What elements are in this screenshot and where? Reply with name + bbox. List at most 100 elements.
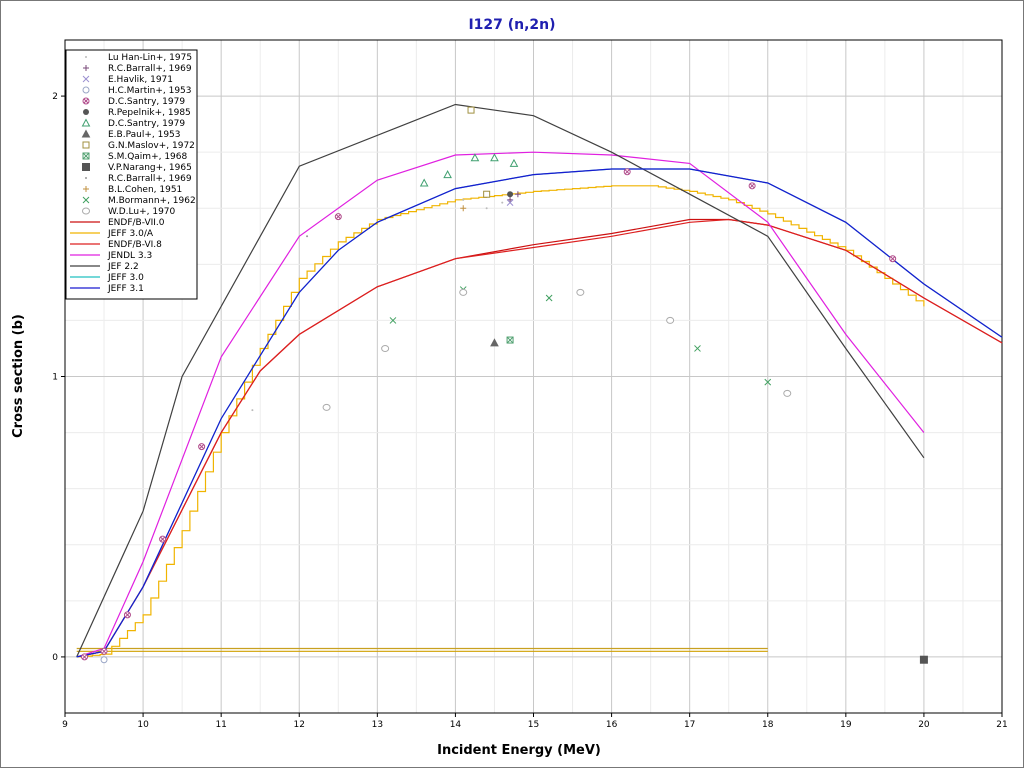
legend-marker xyxy=(82,152,90,160)
data-point xyxy=(545,294,553,302)
data-point xyxy=(764,378,772,386)
data-point xyxy=(123,611,131,619)
y-tick-label: 1 xyxy=(52,373,58,383)
legend-entry: R.Pepelnik+, 1985 xyxy=(108,108,191,118)
x-tick-label: 13 xyxy=(372,720,383,730)
legend-marker xyxy=(81,129,91,138)
data-point xyxy=(490,153,499,162)
legend-entry: S.M.Qaim+, 1968 xyxy=(108,152,188,162)
data-point xyxy=(460,205,467,212)
data-point xyxy=(306,235,309,238)
legend-entry: ENDF/B-VI.8 xyxy=(108,240,162,250)
legend-marker xyxy=(85,56,87,58)
data-point xyxy=(506,199,514,206)
legend-marker xyxy=(83,109,89,115)
x-tick-label: 21 xyxy=(996,720,1007,730)
data-point xyxy=(694,345,701,352)
data-point xyxy=(783,389,792,397)
data-point xyxy=(334,213,342,221)
legend-marker xyxy=(83,65,89,71)
grid-lines xyxy=(64,39,1003,714)
legend-entry: JEFF 3.0 xyxy=(107,273,144,283)
data-point xyxy=(748,182,756,190)
x-tick-label: 14 xyxy=(450,720,462,730)
legend-marker xyxy=(82,207,90,215)
data-point xyxy=(507,196,514,203)
x-tick-label: 11 xyxy=(215,720,226,730)
curve-jef-2-2 xyxy=(76,103,925,658)
evaluation-curves xyxy=(76,103,1003,658)
legend-entry: B.L.Cohen, 1951 xyxy=(108,185,182,195)
legend-marker xyxy=(82,196,90,204)
data-point xyxy=(514,191,521,198)
legend-entry: W.D.Lu+, 1970 xyxy=(108,207,176,217)
legend-entry: E.B.Paul+, 1953 xyxy=(108,130,181,140)
x-tick-label: 19 xyxy=(840,720,852,730)
data-point xyxy=(483,190,491,198)
legend-marker xyxy=(85,177,87,179)
data-point xyxy=(509,158,519,167)
legend-marker xyxy=(83,186,89,192)
data-point xyxy=(100,647,108,655)
data-point xyxy=(666,316,675,324)
data-point xyxy=(251,409,254,412)
legend-entry: G.N.Maslov+, 1972 xyxy=(108,141,195,151)
data-point xyxy=(443,170,452,179)
legend-entry: Lu Han-Lin+, 1975 xyxy=(108,53,192,63)
x-tick-label: 9 xyxy=(62,720,68,730)
curve-endf-b-vii-0 xyxy=(76,218,1003,658)
x-tick-label: 15 xyxy=(528,720,539,730)
chart-title: I127 (n,2n) xyxy=(468,17,555,33)
legend-entry: JEF 2.2 xyxy=(107,262,139,272)
curve-jeff-3-0-a xyxy=(76,185,925,658)
x-tick-label: 18 xyxy=(762,720,774,730)
x-tick-label: 17 xyxy=(684,720,695,730)
experimental-points xyxy=(81,106,928,664)
data-point xyxy=(459,288,468,296)
legend-marker xyxy=(82,163,90,171)
legend-entry: R.C.Barrall+, 1969 xyxy=(108,174,192,184)
legend-entry: JEFF 3.0/A xyxy=(107,229,154,239)
data-point xyxy=(919,655,928,664)
legend-marker xyxy=(82,97,90,105)
data-point xyxy=(485,207,488,210)
data-point xyxy=(501,201,504,204)
legend-marker xyxy=(82,86,90,94)
data-point xyxy=(623,168,631,176)
legend-entry: E.Havlik, 1971 xyxy=(108,75,173,85)
y-tick-label: 2 xyxy=(52,92,58,102)
data-point xyxy=(159,535,167,543)
data-point xyxy=(389,317,397,324)
curve-jeff-3-1 xyxy=(76,168,1003,658)
data-point xyxy=(198,443,206,451)
y-tick-label: 0 xyxy=(52,653,58,663)
legend-marker xyxy=(82,75,90,83)
legend-entry: D.C.Santry, 1979 xyxy=(108,119,185,129)
curve-jeff-3-0 xyxy=(76,168,1003,658)
legend-entry: H.C.Martin+, 1953 xyxy=(108,86,192,96)
data-point xyxy=(576,288,585,296)
data-point xyxy=(467,106,475,114)
x-axis-label: Incident Energy (MeV) xyxy=(437,743,601,758)
data-point xyxy=(81,653,89,661)
legend-entry: ENDF/B-VII.0 xyxy=(108,218,165,228)
data-point xyxy=(419,178,429,187)
x-tick-label: 20 xyxy=(918,720,930,730)
legend-entry: M.Bormann+, 1962 xyxy=(108,196,196,206)
data-point xyxy=(322,403,331,411)
legend-entry: D.C.Santry, 1979 xyxy=(108,97,185,107)
curve-endf-b-vi-8 xyxy=(76,218,1003,658)
data-point xyxy=(507,191,514,198)
data-point xyxy=(490,338,499,347)
curve-jendl-3-3 xyxy=(76,151,925,658)
x-tick-label: 10 xyxy=(137,720,149,730)
x-tick-label: 16 xyxy=(606,720,618,730)
legend-entry: V.P.Narang+, 1965 xyxy=(108,163,192,173)
data-point xyxy=(506,336,514,344)
x-tick-label: 12 xyxy=(294,720,305,730)
legend-entry: R.C.Barrall+, 1969 xyxy=(108,64,192,74)
data-point xyxy=(462,198,465,201)
data-point xyxy=(381,344,390,352)
